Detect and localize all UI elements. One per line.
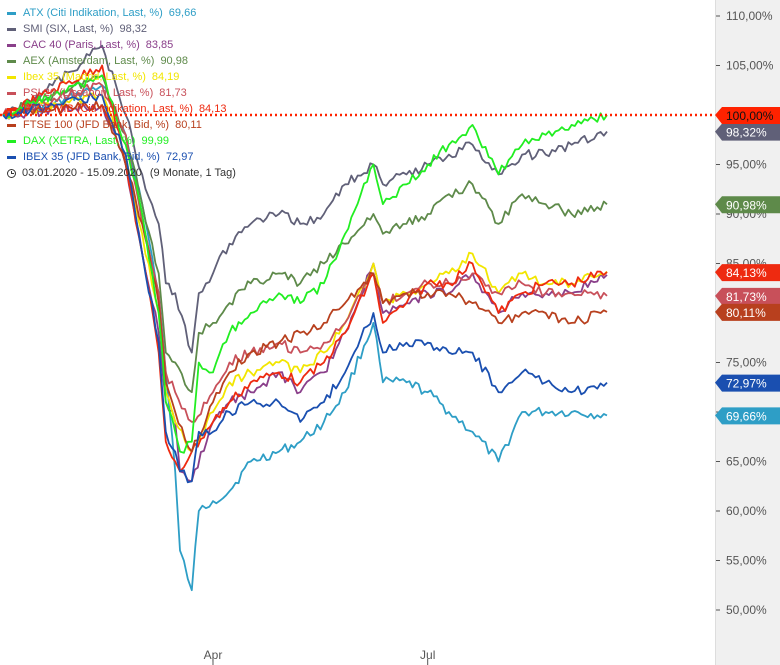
y-tick-label: 95,00% — [726, 158, 767, 172]
end-label-psi-20-lissabon-last: 81,73% — [715, 287, 780, 305]
legend-item[interactable]: DAX (XETRA, Last, %) 99,99 — [7, 133, 236, 149]
legend-swatch — [7, 107, 16, 111]
legend-item[interactable]: IBEX 35 (JFD Bank, Bid, %) 72,97 — [7, 149, 236, 165]
period-range: 03.01.2020 - 15.09.2020 (9 Monate, 1 Tag) — [7, 165, 236, 181]
legend-swatch — [7, 11, 16, 15]
legend-label: FTSE 100 (JFD Bank, Bid, %) — [23, 119, 170, 131]
x-tick-label: Apr — [204, 648, 223, 662]
legend-swatch — [7, 27, 16, 31]
y-tick-label: 55,00% — [726, 554, 767, 568]
svg-text:100,00%: 100,00% — [726, 109, 774, 123]
legend-item[interactable]: ATX (Citi Indikation, Last, %) 69,66 — [7, 5, 236, 21]
legend-value: 99,99 — [141, 135, 170, 147]
period-duration: (9 Monate, 1 Tag) — [149, 167, 236, 179]
series-line-ftse-100-jfd-bank-bid — [2, 100, 608, 453]
legend-swatch — [7, 139, 16, 143]
legend-value: 90,98 — [160, 55, 188, 67]
y-tick-label: 110,00% — [726, 9, 773, 23]
legend-item[interactable]: PSI 20 (Lissabon, Last, %) 81,73 — [7, 85, 236, 101]
legend-label: PSI 20 (Lissabon, Last, %) — [23, 87, 154, 99]
legend-swatch — [7, 59, 16, 63]
legend-value: 83,85 — [145, 39, 174, 51]
legend-value: 98,32 — [119, 23, 147, 35]
end-label-ftse-100-jfd-bank-bid: 80,11% — [715, 303, 780, 321]
legend-label: CAC 40 (Paris, Last, %) — [23, 39, 140, 51]
period-text: 03.01.2020 - 15.09.2020 — [22, 167, 142, 179]
x-axis: Apr Jul — [204, 648, 435, 665]
y-tick-label: 60,00% — [726, 504, 767, 518]
legend-label: Ibex 35 (Madrid, Last, %) — [23, 71, 146, 83]
legend-label: ATX (Citi Indikation, Last, %) — [23, 7, 163, 19]
legend-value: 69,66 — [168, 7, 197, 19]
legend-item[interactable]: Ibex 35 (Madrid, Last, %) 84,19 — [7, 69, 236, 85]
svg-text:90,98%: 90,98% — [726, 198, 767, 212]
y-tick-label: 75,00% — [726, 356, 767, 370]
legend-item[interactable]: FTSE 100 (JFD Bank, Bid, %) 80,11 — [7, 117, 236, 133]
svg-text:98,32%: 98,32% — [726, 126, 767, 140]
legend-swatch — [7, 43, 16, 47]
x-tick-label: Jul — [420, 648, 435, 662]
legend-value: 80,11 — [175, 119, 202, 131]
legend-item[interactable]: FTSE MIB (Citi Indikation, Last, %) 84,13 — [7, 101, 236, 117]
legend: ATX (Citi Indikation, Last, %) 69,66 SMI (… — [7, 5, 236, 181]
legend-value: 72,97 — [165, 151, 194, 163]
legend-value: 84,19 — [151, 71, 180, 83]
end-label-ibex-35-jfd-bank-bid: 72,97% — [715, 374, 780, 392]
baseline-label: 100,00% — [715, 107, 780, 124]
end-label-ftse-mib-citi-indikation-last: 84,13% — [715, 264, 780, 282]
legend-label: DAX (XETRA, Last, %) — [23, 135, 136, 147]
legend-swatch — [7, 155, 16, 159]
series-line-ibex-35-jfd-bank-bid — [2, 92, 608, 484]
series-lines — [2, 44, 608, 592]
series-line-cac-40-paris-last — [2, 101, 608, 483]
series-line-smi-six-last — [2, 44, 608, 354]
end-label-aex-amsterdam-last: 90,98% — [715, 196, 780, 214]
legend-value: 81,73 — [159, 87, 187, 99]
clock-icon — [7, 168, 16, 178]
y-tick-label: 65,00% — [726, 455, 767, 469]
svg-text:81,73%: 81,73% — [726, 290, 767, 304]
series-line-psi-20-lissabon-last — [2, 82, 608, 423]
svg-text:72,97%: 72,97% — [726, 377, 767, 391]
series-line-ftse-mib-citi-indikation-last — [2, 64, 608, 473]
end-label-smi-six-last: 98,32% — [715, 123, 780, 141]
legend-item[interactable]: CAC 40 (Paris, Last, %) 83,85 — [7, 37, 236, 53]
svg-text:84,13%: 84,13% — [726, 266, 767, 280]
legend-label: AEX (Amsterdam, Last, %) — [23, 55, 155, 67]
legend-swatch — [7, 91, 16, 95]
legend-label: SMI (SIX, Last, %) — [23, 23, 114, 35]
legend-label: FTSE MIB (Citi Indikation, Last, %) — [23, 103, 193, 115]
legend-item[interactable]: AEX (Amsterdam, Last, %) 90,98 — [7, 53, 236, 69]
y-tick-label: 50,00% — [726, 603, 767, 617]
legend-label: IBEX 35 (JFD Bank, Bid, %) — [23, 151, 160, 163]
series-line-atx-citi-indikation-last — [2, 84, 608, 592]
legend-swatch — [7, 75, 16, 79]
svg-text:80,11%: 80,11% — [726, 306, 766, 320]
legend-value: 84,13 — [198, 103, 227, 115]
series-line-dax-xetra-last — [2, 74, 608, 454]
end-label-atx-citi-indikation-last: 69,66% — [715, 407, 780, 425]
end-value-labels: 69,66% 98,32% 90,98% 81,73% 84,13% 80,11% 72,9… — [715, 107, 780, 425]
legend-item[interactable]: SMI (SIX, Last, %) 98,32 — [7, 21, 236, 37]
legend-swatch — [7, 123, 16, 127]
y-tick-label: 105,00% — [726, 59, 774, 73]
svg-text:69,66%: 69,66% — [726, 409, 767, 423]
